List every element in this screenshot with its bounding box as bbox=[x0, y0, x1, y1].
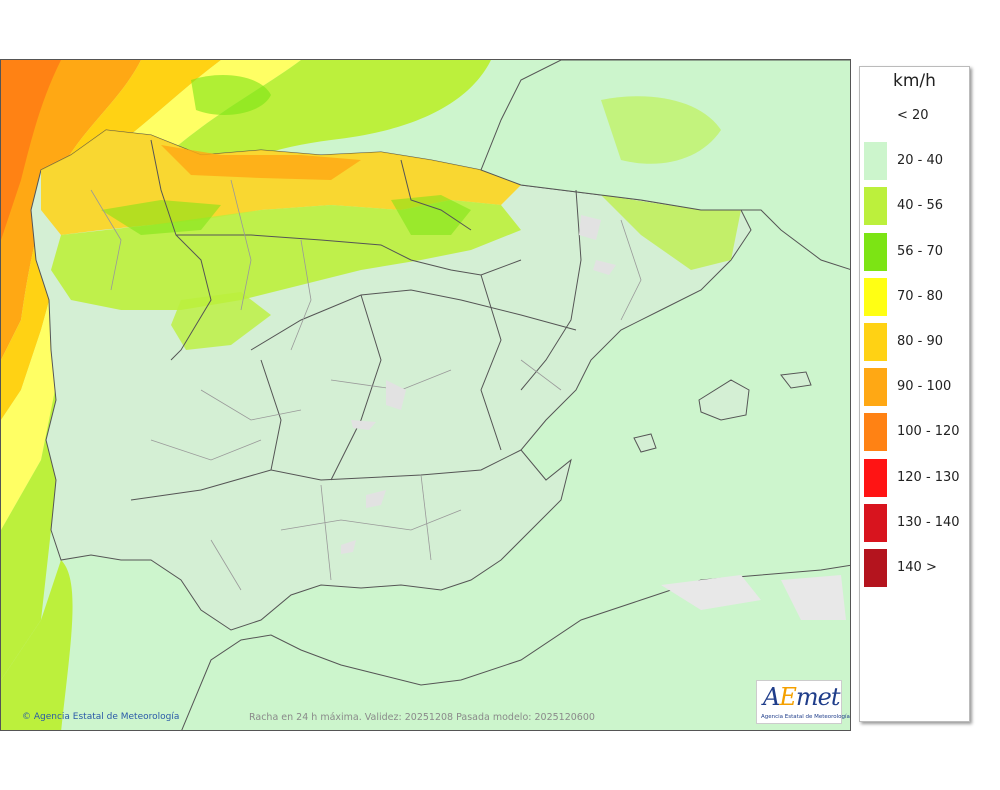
catalonia-gusts bbox=[601, 195, 741, 270]
wind-band-100-120 bbox=[1, 60, 61, 240]
basque-gusts bbox=[391, 195, 471, 235]
legend-label: 56 - 70 bbox=[897, 243, 944, 259]
wind-band-56-70 bbox=[191, 75, 271, 115]
menorca bbox=[780, 371, 812, 389]
legend-label: 130 - 140 bbox=[897, 514, 960, 530]
france bbox=[480, 60, 850, 270]
map-canvas bbox=[1, 60, 850, 730]
legend-swatch bbox=[864, 277, 887, 316]
region-borders bbox=[130, 139, 582, 501]
atlas-relief-east bbox=[781, 575, 846, 620]
map-caption: Racha en 24 h máxima. Validez: 20251208 … bbox=[249, 712, 595, 723]
legend-panel: km/h < 20 20 - 40 40 - 56 56 - 70 70 - 80 80 … bbox=[859, 66, 970, 722]
legend-label: 70 - 80 bbox=[897, 288, 944, 304]
cantabrian-gusts bbox=[161, 145, 361, 180]
north-africa bbox=[181, 564, 850, 730]
france-gusts bbox=[601, 96, 721, 164]
wind-band-90-100 bbox=[1, 60, 141, 360]
wind-gust-map bbox=[0, 59, 851, 731]
legend-label: 120 - 130 bbox=[897, 469, 960, 485]
legend-swatch bbox=[864, 368, 887, 407]
legend-swatch bbox=[864, 503, 887, 542]
province-borders bbox=[90, 179, 642, 591]
galicia-gusts bbox=[101, 200, 221, 235]
copyright-label: © Agencia Estatal de Meteorología bbox=[22, 712, 179, 722]
legend-swatch bbox=[864, 142, 887, 181]
legend-label: 100 - 120 bbox=[897, 424, 960, 440]
legend-swatch bbox=[864, 413, 887, 452]
legend-label: 80 - 90 bbox=[897, 334, 944, 349]
ibiza bbox=[633, 433, 657, 453]
aemet-logo-mark: AEmet bbox=[763, 683, 840, 711]
aemet-logo-subtitle: Agencia Estatal de Meteorología bbox=[761, 714, 850, 720]
legend-label: 20 - 40 bbox=[897, 153, 944, 169]
legend-swatch bbox=[864, 549, 887, 587]
wind-band-40-56-sw bbox=[1, 560, 73, 730]
legend-swatch bbox=[864, 232, 887, 271]
copyright-org: Agencia Estatal de Meteorología bbox=[33, 712, 180, 722]
copyright-icon: © bbox=[22, 712, 31, 722]
aemet-logo: AEmet Agencia Estatal de Meteorología bbox=[756, 680, 850, 724]
legend-label: 90 - 100 bbox=[897, 379, 952, 395]
atlas-relief bbox=[661, 575, 761, 610]
legend-swatch bbox=[864, 97, 887, 135]
legend-label: < 20 bbox=[897, 108, 929, 123]
mallorca bbox=[698, 379, 750, 421]
legend-swatch bbox=[864, 458, 887, 497]
legend-label: 40 - 56 bbox=[897, 198, 944, 214]
legend-unit: km/h bbox=[893, 71, 936, 91]
legend-swatch bbox=[864, 187, 887, 226]
legend-swatch bbox=[864, 323, 887, 361]
west-central-gusts bbox=[171, 292, 271, 350]
mountain-relief bbox=[341, 215, 616, 554]
legend-label: 140 > bbox=[897, 560, 937, 575]
